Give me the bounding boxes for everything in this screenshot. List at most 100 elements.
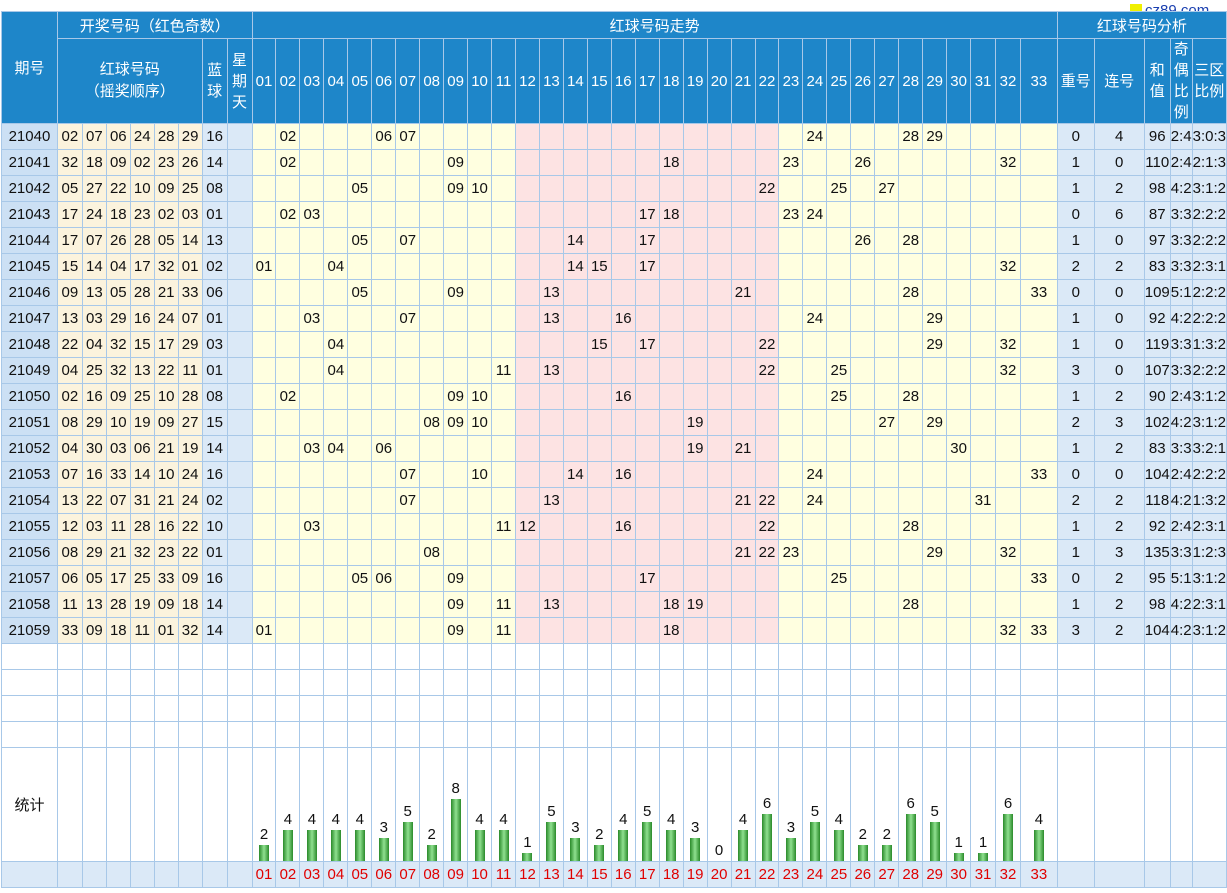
trend-cell-22: 22 — [754, 357, 780, 384]
blank-cell — [226, 643, 253, 670]
trend-cell-09: 09 — [443, 409, 469, 436]
bar-01 — [258, 845, 269, 861]
trend-cell-30 — [946, 123, 972, 150]
trend-cell-11 — [491, 175, 516, 202]
red-ball-cell: 11 — [177, 357, 203, 384]
trend-cell-17 — [634, 539, 660, 566]
header-col-31: 31 — [970, 38, 997, 124]
trend-cell-32 — [995, 513, 1021, 540]
bar-29 — [929, 822, 940, 861]
trend-cell-15 — [586, 435, 612, 462]
trend-cell-24 — [802, 175, 828, 202]
trend-cell-32: 32 — [995, 253, 1021, 280]
trend-cell-27 — [874, 539, 900, 566]
trend-cell-22 — [754, 305, 780, 332]
trend-cell-09: 09 — [443, 149, 469, 176]
trend-cell-14 — [562, 175, 588, 202]
footer-col-03: 03 — [299, 861, 325, 888]
red-ball-cell: 29 — [105, 305, 131, 332]
blank-cell — [1, 669, 58, 696]
blank-cell — [323, 643, 349, 670]
trend-cell-11 — [491, 201, 516, 228]
blank-cell — [56, 643, 83, 670]
bar-cell-11: 4 — [491, 747, 516, 862]
trend-cell-18 — [658, 253, 684, 280]
header-col-30: 30 — [946, 38, 972, 124]
bar-wrap: 5 — [636, 749, 658, 861]
bar-16 — [618, 830, 629, 861]
trend-cell-03 — [299, 175, 325, 202]
bar-wrap: 5 — [397, 749, 419, 861]
trend-cell-33: 33 — [1019, 617, 1058, 644]
trend-cell-18 — [658, 175, 684, 202]
trend-cell-27 — [874, 513, 900, 540]
trend-cell-20 — [706, 279, 732, 306]
trend-cell-28: 28 — [898, 383, 924, 410]
trend-cell-08 — [419, 227, 445, 254]
blank-cell — [898, 721, 924, 748]
header-col-14: 14 — [562, 38, 588, 124]
trend-cell-06 — [371, 591, 397, 618]
trend-cell-04 — [323, 513, 349, 540]
bar-wrap: 1 — [948, 749, 970, 861]
period-cell: 21054 — [1, 487, 58, 514]
trend-cell-24 — [802, 383, 828, 410]
trend-cell-27: 27 — [874, 175, 900, 202]
red-ball-cell: 30 — [81, 435, 107, 462]
trend-cell-24 — [802, 617, 828, 644]
blank-cell — [634, 695, 660, 722]
trend-cell-18 — [658, 383, 684, 410]
trend-cell-26 — [850, 591, 876, 618]
bar-label-20: 0 — [714, 842, 724, 859]
blank-cell — [922, 643, 948, 670]
weekday-cell — [226, 409, 253, 436]
trend-cell-14 — [562, 409, 588, 436]
blue-ball-cell: 02 — [201, 253, 228, 280]
trend-cell-33 — [1019, 435, 1058, 462]
trend-cell-18 — [658, 461, 684, 488]
trend-cell-27 — [874, 253, 900, 280]
blank-cell — [658, 669, 684, 696]
trend-cell-20 — [706, 305, 732, 332]
odd-even-cell: 2:4 — [1169, 149, 1193, 176]
sum-cell: 98 — [1143, 175, 1171, 202]
footer-col-21: 21 — [730, 861, 756, 888]
trend-cell-21 — [730, 201, 756, 228]
red-ball-cell: 08 — [56, 539, 83, 566]
trend-cell-05: 05 — [347, 227, 373, 254]
bar-cell-17: 5 — [634, 747, 660, 862]
repeat-cell: 0 — [1056, 201, 1095, 228]
blank-cell — [1143, 669, 1171, 696]
trend-cell-15 — [586, 357, 612, 384]
trend-cell-04: 04 — [323, 357, 349, 384]
odd-even-cell: 4:2 — [1169, 409, 1193, 436]
consecutive-cell: 2 — [1093, 487, 1145, 514]
trend-cell-15 — [586, 565, 612, 592]
blank-cell — [995, 695, 1021, 722]
bar-wrap: 3 — [373, 749, 395, 861]
trend-cell-18 — [658, 409, 684, 436]
blank-cell — [153, 643, 179, 670]
trend-cell-31 — [970, 305, 997, 332]
footer-col-07: 07 — [395, 861, 421, 888]
red-ball-cell: 33 — [177, 279, 203, 306]
red-ball-cell: 32 — [153, 253, 179, 280]
bar-wrap: 4 — [732, 749, 754, 861]
bar-cell-25: 4 — [826, 747, 852, 862]
trend-cell-31 — [970, 617, 997, 644]
red-ball-cell: 02 — [56, 383, 83, 410]
trend-cell-11 — [491, 227, 516, 254]
trend-cell-16 — [610, 175, 636, 202]
trend-cell-05 — [347, 305, 373, 332]
zone-cell: 2:2:2 — [1191, 357, 1227, 384]
trend-cell-19 — [682, 513, 708, 540]
red-ball-cell: 15 — [56, 253, 83, 280]
red-ball-cell: 02 — [56, 123, 83, 150]
trend-cell-21 — [730, 461, 756, 488]
trend-cell-17 — [634, 175, 660, 202]
trend-cell-03 — [299, 487, 325, 514]
header-analysis: 红球号码分析 — [1056, 11, 1227, 39]
blank-cell — [129, 695, 155, 722]
consecutive-cell: 0 — [1093, 149, 1145, 176]
trend-cell-30 — [946, 487, 972, 514]
